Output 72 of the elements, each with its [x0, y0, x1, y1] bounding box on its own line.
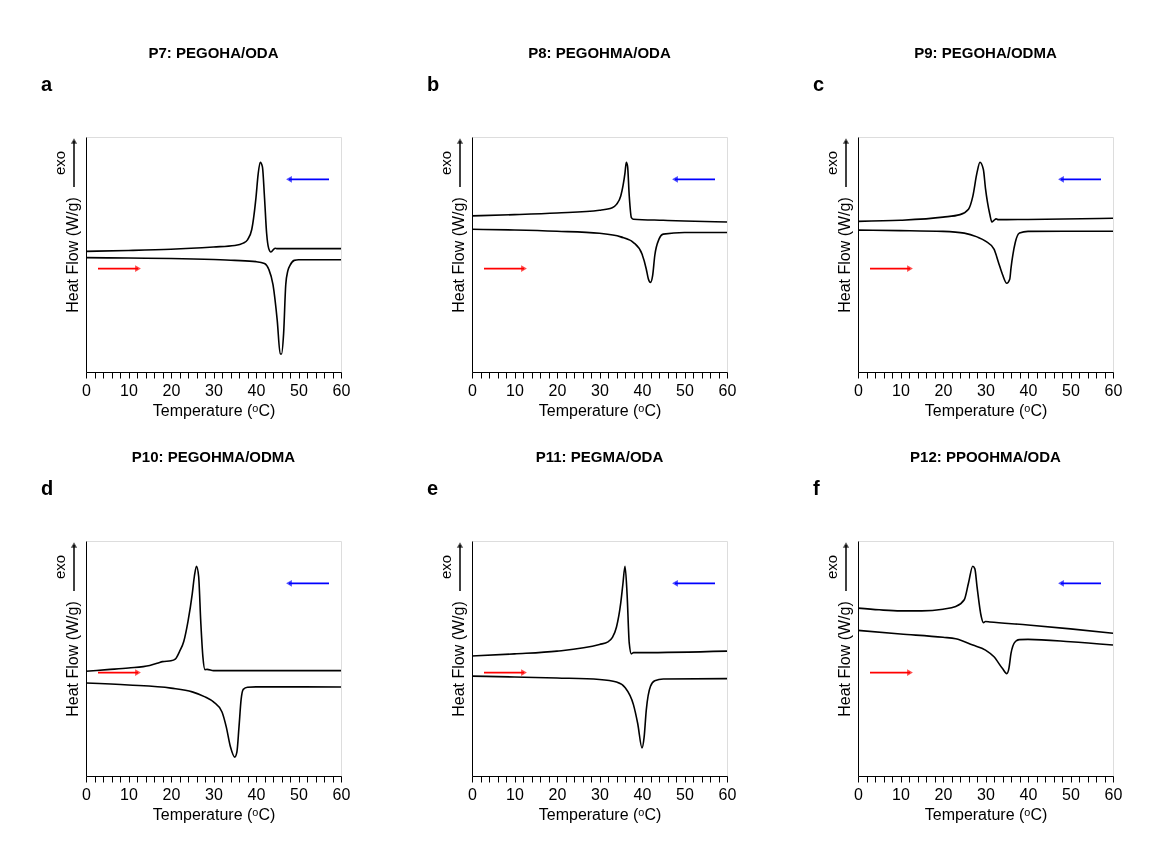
x-tick-label: 30	[591, 785, 609, 803]
x-tick-label: 0	[468, 381, 478, 399]
x-tick-label: 10	[506, 785, 524, 803]
x-tick-label: 10	[892, 785, 910, 803]
x-tick-label: 0	[854, 381, 864, 399]
x-tick-label: 30	[591, 381, 609, 399]
x-tick-label: 40	[1019, 381, 1038, 399]
x-tick-label: 50	[1062, 785, 1080, 803]
x-tick-label: 50	[290, 381, 308, 399]
x-tick-label: 40	[633, 785, 652, 803]
chart-title: P12: PPOOHMA/ODA	[910, 448, 1062, 465]
x-tick-label: 0	[82, 381, 92, 399]
text: exo	[823, 554, 840, 580]
text: exo	[51, 554, 68, 580]
text: exo	[51, 150, 68, 176]
x-tick-label: 50	[676, 381, 694, 399]
text: c	[813, 73, 825, 95]
y-axis-title: Heat Flow (W/g)	[449, 197, 467, 313]
x-tick-label: 20	[548, 785, 567, 803]
x-tick-label: 60	[718, 785, 737, 803]
x-tick-label: 20	[162, 381, 181, 399]
x-tick-label: 40	[1019, 785, 1038, 803]
x-axis-title: Temperature (ᵒC)	[924, 805, 1048, 823]
x-tick-label: 10	[120, 381, 138, 399]
x-axis-title: Temperature (ᵒC)	[538, 805, 662, 823]
text: exo	[437, 554, 454, 580]
chart-title: P9: PEGOHA/ODMA	[914, 44, 1057, 61]
text: exo	[823, 150, 840, 176]
x-axis-title: Temperature (ᵒC)	[538, 401, 662, 419]
x-tick-label: 0	[468, 785, 478, 803]
chart-title: P10: PEGOHMA/ODMA	[131, 448, 296, 465]
text: b	[427, 73, 440, 95]
x-tick-label: 40	[247, 785, 266, 803]
y-axis-title: Heat Flow (W/g)	[835, 197, 853, 313]
chart-title: P8: PEGOHMA/ODA	[528, 44, 671, 61]
x-tick-label: 60	[718, 381, 737, 399]
x-tick-label: 10	[506, 381, 524, 399]
y-axis-title: Heat Flow (W/g)	[835, 601, 853, 717]
y-axis-title: Heat Flow (W/g)	[449, 601, 467, 717]
x-tick-label: 20	[934, 785, 953, 803]
x-tick-label: 0	[854, 785, 864, 803]
x-tick-label: 30	[977, 785, 995, 803]
x-tick-label: 10	[120, 785, 138, 803]
chart-title: P7: PEGOHA/ODA	[148, 44, 279, 61]
text: f	[813, 477, 820, 499]
x-tick-label: 50	[1062, 381, 1080, 399]
x-tick-label: 60	[1104, 381, 1123, 399]
x-tick-label: 40	[247, 381, 266, 399]
x-tick-label: 60	[1104, 785, 1123, 803]
x-tick-label: 20	[162, 785, 181, 803]
x-tick-label: 50	[676, 785, 694, 803]
x-tick-label: 30	[205, 381, 223, 399]
x-axis-title: Temperature (ᵒC)	[152, 805, 276, 823]
x-tick-label: 10	[892, 381, 910, 399]
text: e	[427, 477, 439, 499]
x-tick-label: 30	[977, 381, 995, 399]
x-axis-title: Temperature (ᵒC)	[924, 401, 1048, 419]
x-tick-label: 20	[934, 381, 953, 399]
x-tick-label: 50	[290, 785, 308, 803]
y-axis-title: Heat Flow (W/g)	[63, 601, 81, 717]
x-axis-title: Temperature (ᵒC)	[152, 401, 276, 419]
x-tick-label: 60	[332, 785, 351, 803]
x-tick-label: 20	[548, 381, 567, 399]
chart-title: P11: PEGMA/ODA	[535, 448, 664, 465]
x-tick-label: 30	[205, 785, 223, 803]
x-tick-label: 60	[332, 381, 351, 399]
y-axis-title: Heat Flow (W/g)	[63, 197, 81, 313]
text: d	[41, 477, 54, 499]
text: a	[41, 73, 53, 95]
x-tick-label: 40	[633, 381, 652, 399]
text: exo	[437, 150, 454, 176]
x-tick-label: 0	[82, 785, 92, 803]
